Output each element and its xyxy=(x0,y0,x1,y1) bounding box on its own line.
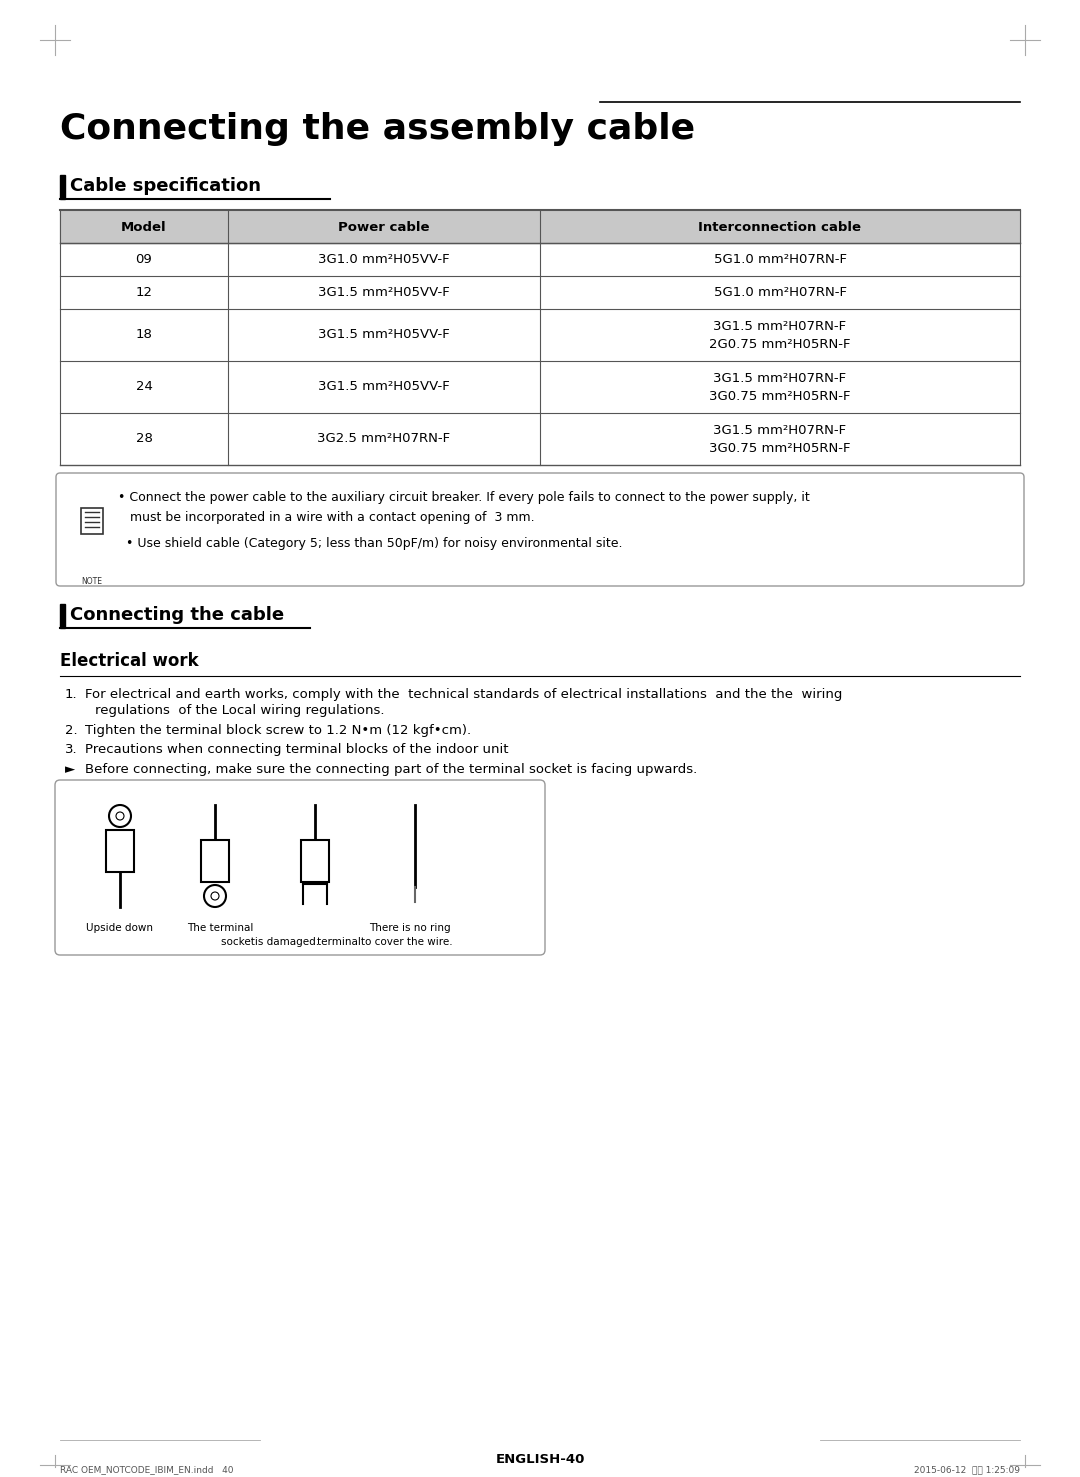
Text: 3G1.5 mm²H07RN-F: 3G1.5 mm²H07RN-F xyxy=(714,372,847,384)
Text: regulations  of the Local wiring regulations.: regulations of the Local wiring regulati… xyxy=(95,705,384,716)
Circle shape xyxy=(211,892,219,899)
Text: 12: 12 xyxy=(135,287,152,298)
Text: • Use shield cable (Category 5; less than 50pF/m) for noisy environmental site.: • Use shield cable (Category 5; less tha… xyxy=(126,538,622,549)
Text: Interconnection cable: Interconnection cable xyxy=(699,222,862,233)
Text: Model: Model xyxy=(121,222,166,233)
Text: terminalto cover the wire.: terminalto cover the wire. xyxy=(318,936,453,947)
Text: must be incorporated in a wire with a contact opening of  3 mm.: must be incorporated in a wire with a co… xyxy=(118,511,535,524)
Text: Cable speciﬁcation: Cable speciﬁcation xyxy=(70,177,261,195)
Text: 18: 18 xyxy=(136,328,152,341)
Text: NOTE: NOTE xyxy=(81,578,103,586)
Text: ENGLISH-40: ENGLISH-40 xyxy=(496,1453,584,1467)
Text: socketis damaged.: socketis damaged. xyxy=(221,936,319,947)
Text: RAC OEM_NOTCODE_IBIM_EN.indd   40: RAC OEM_NOTCODE_IBIM_EN.indd 40 xyxy=(60,1465,233,1474)
Text: 24: 24 xyxy=(136,381,152,393)
FancyBboxPatch shape xyxy=(56,473,1024,586)
Bar xyxy=(301,840,329,882)
FancyBboxPatch shape xyxy=(55,780,545,956)
Text: 3G1.0 mm²H05VV-F: 3G1.0 mm²H05VV-F xyxy=(319,253,449,266)
Text: 2G0.75 mm²H05RN-F: 2G0.75 mm²H05RN-F xyxy=(710,338,851,350)
Bar xyxy=(106,830,134,871)
Text: Electrical work: Electrical work xyxy=(60,651,199,671)
Text: Upside down: Upside down xyxy=(86,923,153,933)
Text: There is no ring: There is no ring xyxy=(369,923,450,933)
Circle shape xyxy=(204,885,226,907)
Text: • Connect the power cable to the auxiliary circuit breaker. If every pole fails : • Connect the power cable to the auxilia… xyxy=(118,490,810,504)
Bar xyxy=(60,174,65,199)
Text: 3.: 3. xyxy=(65,743,78,756)
Text: 3G0.75 mm²H05RN-F: 3G0.75 mm²H05RN-F xyxy=(710,390,851,403)
Text: 3G1.5 mm²H05VV-F: 3G1.5 mm²H05VV-F xyxy=(319,328,450,341)
Text: Connecting the assembly cable: Connecting the assembly cable xyxy=(60,112,696,146)
Text: Tighten the terminal block screw to 1.2 N•m (12 kgf•cm).: Tighten the terminal block screw to 1.2 … xyxy=(85,724,471,737)
Text: Power cable: Power cable xyxy=(338,222,430,233)
Text: 1.: 1. xyxy=(65,688,78,702)
Text: Before connecting, make sure the connecting part of the terminal socket is facin: Before connecting, make sure the connect… xyxy=(85,764,698,775)
Text: ►: ► xyxy=(65,764,76,775)
Circle shape xyxy=(109,805,131,827)
Text: 09: 09 xyxy=(136,253,152,266)
Circle shape xyxy=(116,812,124,820)
Text: The terminal: The terminal xyxy=(187,923,253,933)
Text: 3G1.5 mm²H07RN-F: 3G1.5 mm²H07RN-F xyxy=(714,319,847,332)
Text: Connecting the cable: Connecting the cable xyxy=(70,606,284,623)
Bar xyxy=(60,604,65,628)
Text: Precautions when connecting terminal blocks of the indoor unit: Precautions when connecting terminal blo… xyxy=(85,743,509,756)
Text: 3G1.5 mm²H05VV-F: 3G1.5 mm²H05VV-F xyxy=(319,381,450,393)
Text: 5G1.0 mm²H07RN-F: 5G1.0 mm²H07RN-F xyxy=(714,287,847,298)
Bar xyxy=(201,840,229,882)
Text: 3G1.5 mm²H07RN-F: 3G1.5 mm²H07RN-F xyxy=(714,424,847,437)
Text: 2015-06-12  오후 1:25:09: 2015-06-12 오후 1:25:09 xyxy=(914,1465,1020,1474)
Bar xyxy=(81,508,103,533)
Bar xyxy=(60,210,1020,244)
Text: 3G2.5 mm²H07RN-F: 3G2.5 mm²H07RN-F xyxy=(318,433,450,446)
Text: 5G1.0 mm²H07RN-F: 5G1.0 mm²H07RN-F xyxy=(714,253,847,266)
Text: 3G0.75 mm²H05RN-F: 3G0.75 mm²H05RN-F xyxy=(710,442,851,455)
Text: 3G1.5 mm²H05VV-F: 3G1.5 mm²H05VV-F xyxy=(319,287,450,298)
Text: 2.: 2. xyxy=(65,724,78,737)
Text: 28: 28 xyxy=(136,433,152,446)
Text: For electrical and earth works, comply with the  technical standards of electric: For electrical and earth works, comply w… xyxy=(85,688,842,702)
